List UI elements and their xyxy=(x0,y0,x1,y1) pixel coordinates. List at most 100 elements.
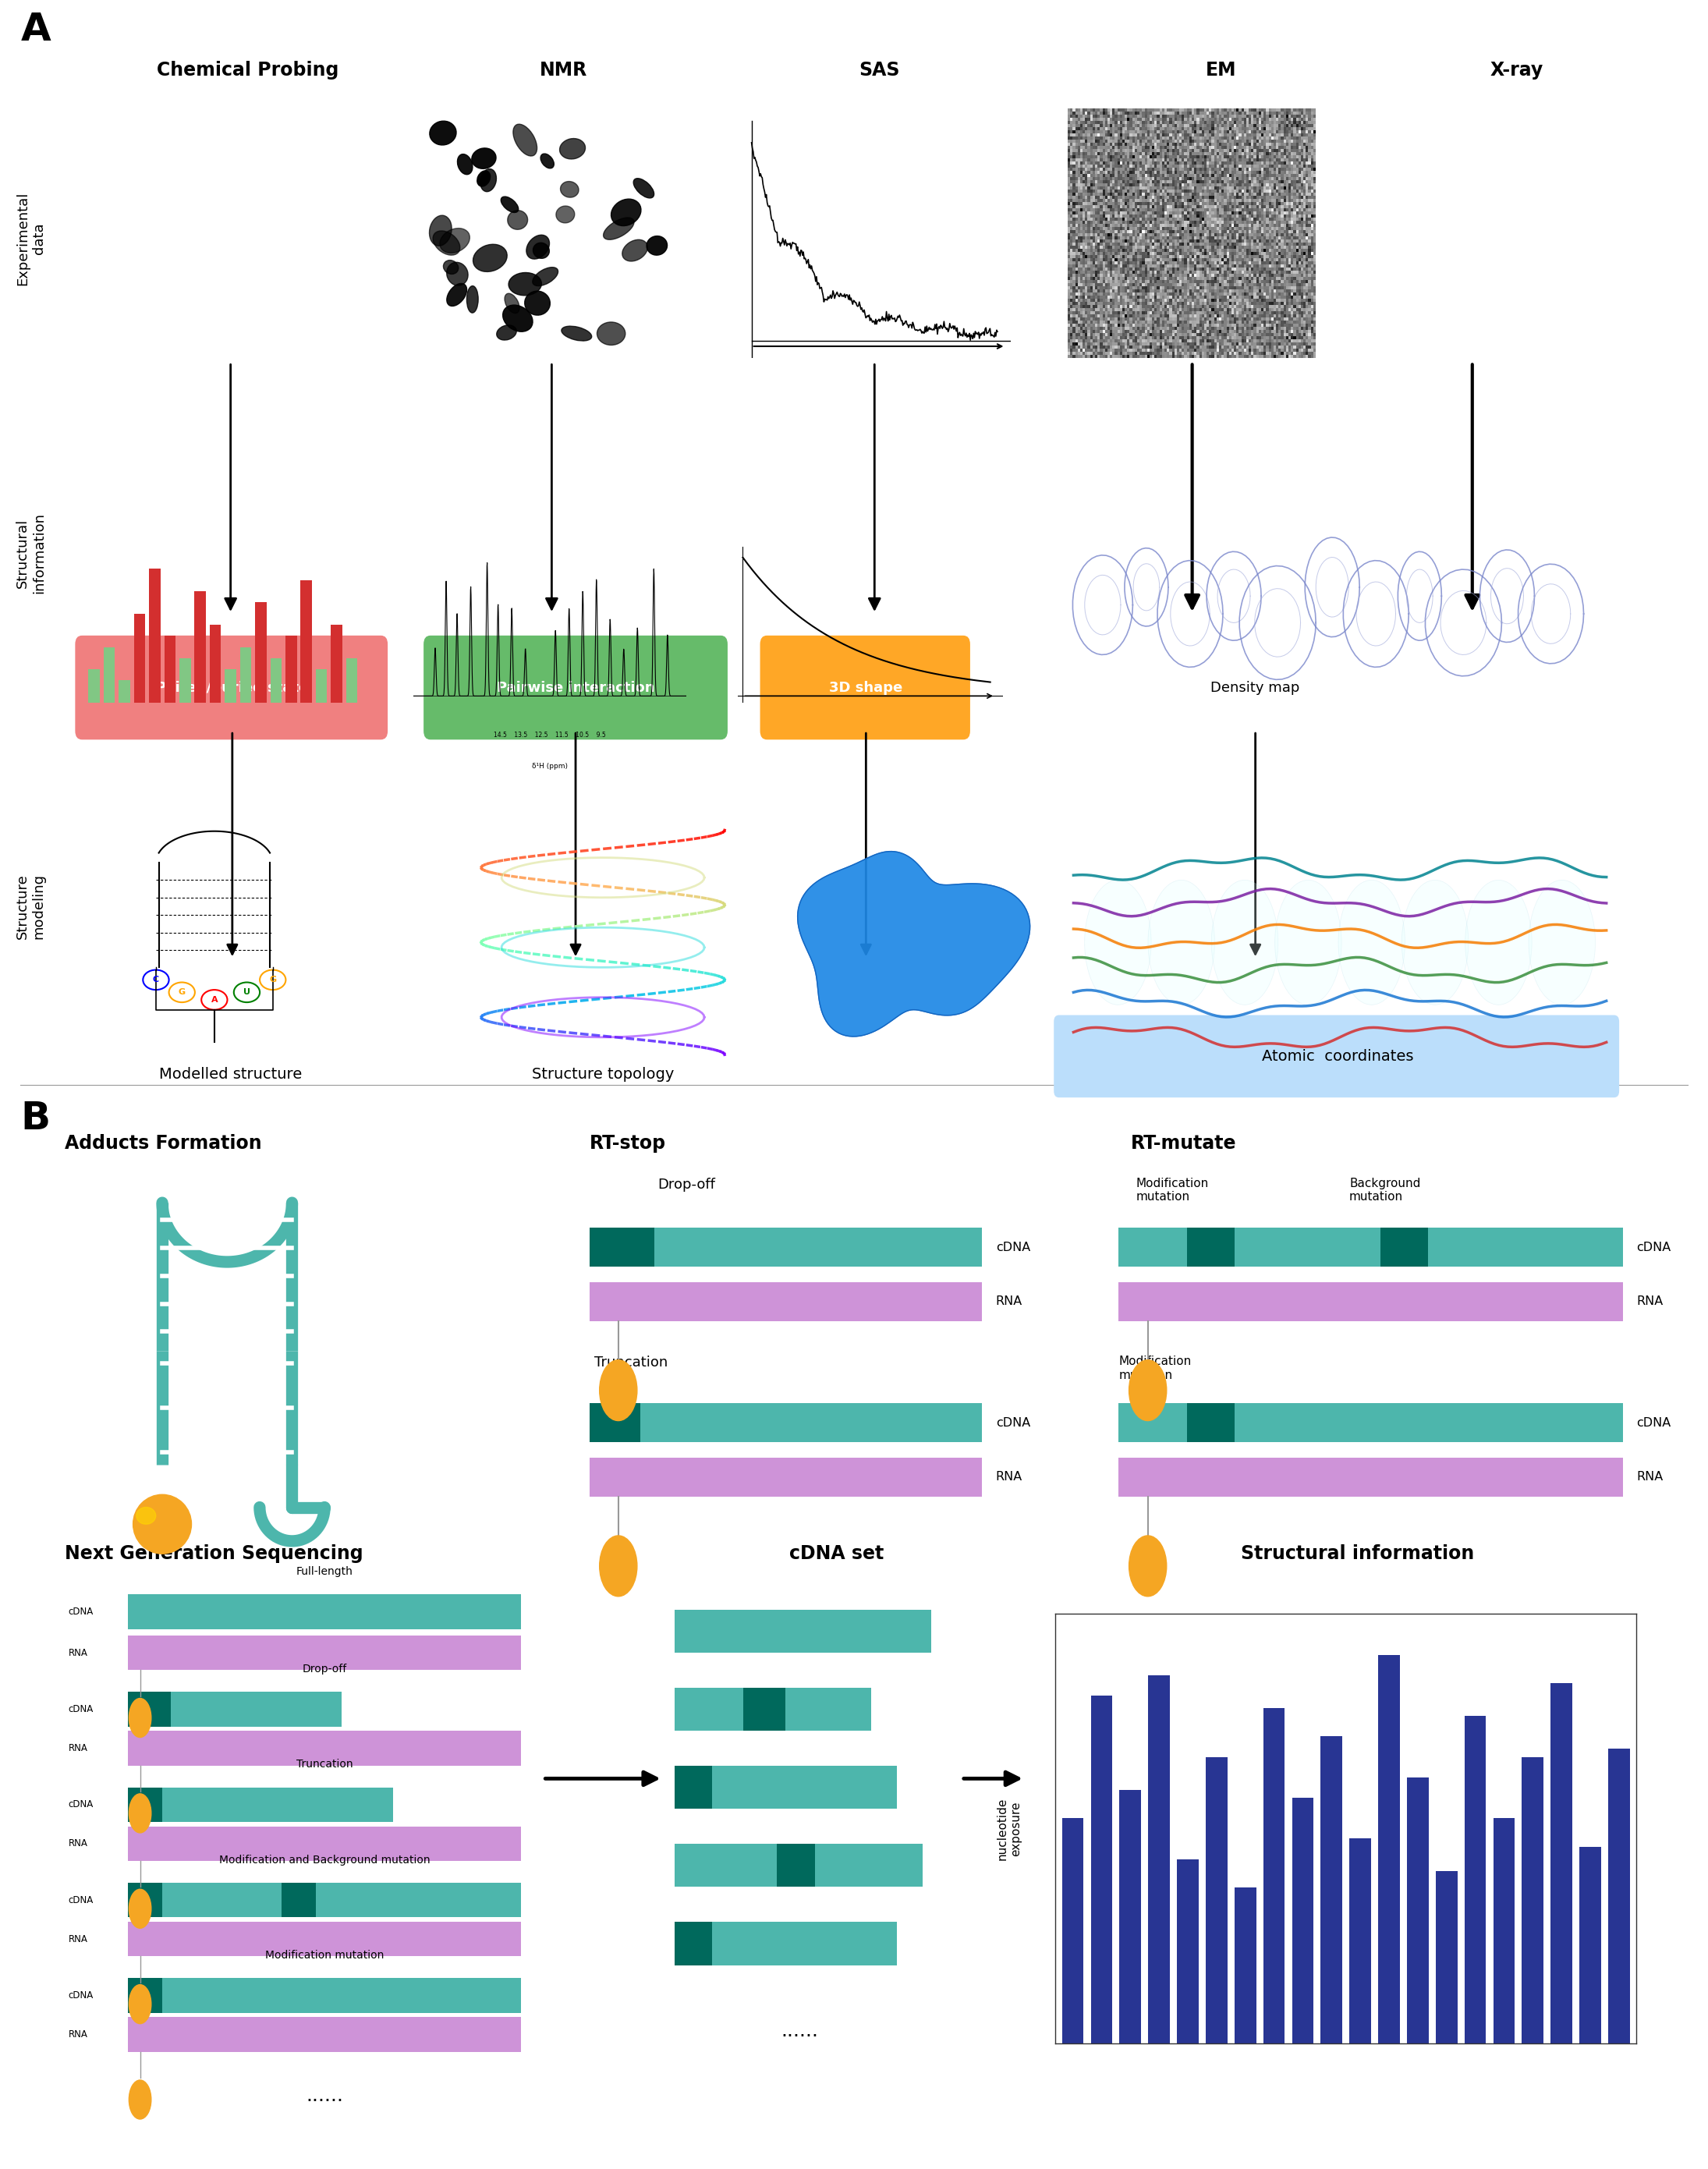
FancyBboxPatch shape xyxy=(675,1922,712,1965)
Text: EM: EM xyxy=(1206,61,1237,80)
Ellipse shape xyxy=(557,206,574,223)
Ellipse shape xyxy=(533,267,559,286)
Bar xyxy=(188,275,260,282)
FancyBboxPatch shape xyxy=(1187,1228,1235,1267)
Bar xyxy=(270,657,282,703)
Ellipse shape xyxy=(622,239,647,260)
Ellipse shape xyxy=(497,325,516,341)
Text: B: B xyxy=(20,1100,50,1137)
Ellipse shape xyxy=(137,1507,155,1525)
Text: Pairwise interaction: Pairwise interaction xyxy=(497,681,654,694)
Text: cDNA: cDNA xyxy=(68,1705,94,1714)
Text: Structure topology: Structure topology xyxy=(531,1067,675,1082)
Text: G: G xyxy=(178,989,186,996)
FancyBboxPatch shape xyxy=(282,1883,316,1917)
Bar xyxy=(195,592,207,703)
FancyBboxPatch shape xyxy=(128,1978,521,2013)
Bar xyxy=(120,681,130,703)
Bar xyxy=(347,657,357,703)
Circle shape xyxy=(234,983,260,1002)
FancyBboxPatch shape xyxy=(128,1692,342,1727)
Bar xyxy=(275,312,348,315)
Bar xyxy=(188,165,260,169)
Bar xyxy=(275,256,348,258)
FancyBboxPatch shape xyxy=(128,1787,393,1822)
Text: SAS: SAS xyxy=(859,61,900,80)
Bar xyxy=(1177,1859,1199,2043)
Text: RNA: RNA xyxy=(996,1295,1023,1308)
Ellipse shape xyxy=(480,169,497,191)
Ellipse shape xyxy=(133,1494,191,1553)
Ellipse shape xyxy=(524,291,550,315)
Bar xyxy=(188,265,260,271)
FancyBboxPatch shape xyxy=(589,1403,982,1442)
Ellipse shape xyxy=(429,215,451,245)
Ellipse shape xyxy=(512,124,536,156)
Text: 3D shape: 3D shape xyxy=(828,681,904,694)
Text: Chemical Probing: Chemical Probing xyxy=(157,61,338,80)
Text: Structural
information: Structural information xyxy=(15,512,46,594)
Text: cDNA: cDNA xyxy=(996,1241,1030,1254)
Text: ......: ...... xyxy=(306,2087,343,2106)
Text: Density map: Density map xyxy=(1211,681,1300,694)
Ellipse shape xyxy=(444,260,458,273)
Text: Experimental
data: Experimental data xyxy=(15,191,46,286)
Ellipse shape xyxy=(1211,881,1278,1004)
Text: Modification
mutation: Modification mutation xyxy=(1136,1178,1209,1204)
FancyBboxPatch shape xyxy=(760,636,970,740)
FancyBboxPatch shape xyxy=(589,1282,982,1321)
FancyBboxPatch shape xyxy=(128,1692,171,1727)
Text: cDNA: cDNA xyxy=(68,1991,94,2000)
Bar xyxy=(1551,1683,1573,2043)
Ellipse shape xyxy=(1339,881,1406,1004)
Bar xyxy=(331,625,342,703)
Bar xyxy=(99,332,173,338)
Bar xyxy=(99,210,173,213)
Bar xyxy=(1091,1696,1112,2043)
Bar xyxy=(99,121,173,124)
Bar xyxy=(188,288,260,293)
Bar xyxy=(1119,1789,1141,2043)
Text: A: A xyxy=(212,996,217,1004)
Ellipse shape xyxy=(130,1698,150,1737)
Text: Drop-off: Drop-off xyxy=(658,1178,716,1191)
Bar xyxy=(179,657,191,703)
Bar xyxy=(239,646,251,703)
FancyBboxPatch shape xyxy=(675,1766,712,1809)
Ellipse shape xyxy=(458,154,473,174)
Bar xyxy=(1291,1798,1313,2043)
Ellipse shape xyxy=(447,284,466,306)
Text: Truncation: Truncation xyxy=(594,1356,668,1369)
Bar xyxy=(99,143,173,145)
Bar xyxy=(188,154,260,158)
Ellipse shape xyxy=(600,1360,637,1421)
Ellipse shape xyxy=(466,286,478,312)
Bar xyxy=(301,579,313,703)
FancyBboxPatch shape xyxy=(128,1731,521,1766)
Ellipse shape xyxy=(473,245,507,271)
Ellipse shape xyxy=(1274,881,1341,1004)
Bar xyxy=(275,301,348,304)
FancyBboxPatch shape xyxy=(777,1844,815,1887)
Bar xyxy=(1609,1748,1629,2043)
FancyBboxPatch shape xyxy=(675,1766,897,1809)
Ellipse shape xyxy=(504,293,519,312)
FancyBboxPatch shape xyxy=(1119,1403,1623,1442)
Text: Modification mutation: Modification mutation xyxy=(265,1950,384,1961)
Text: cDNA: cDNA xyxy=(68,1607,94,1616)
Text: cDNA: cDNA xyxy=(1636,1416,1670,1429)
FancyBboxPatch shape xyxy=(589,1228,982,1267)
Bar xyxy=(188,254,260,260)
Bar xyxy=(1062,1818,1083,2043)
Ellipse shape xyxy=(500,197,519,213)
Bar xyxy=(1235,1887,1255,2043)
Ellipse shape xyxy=(562,325,591,341)
FancyBboxPatch shape xyxy=(128,2017,521,2052)
FancyBboxPatch shape xyxy=(128,1635,521,1670)
Ellipse shape xyxy=(560,139,586,158)
Bar xyxy=(275,332,348,338)
Circle shape xyxy=(143,970,169,989)
Bar xyxy=(275,165,348,169)
Text: RNA: RNA xyxy=(996,1471,1023,1484)
Bar xyxy=(99,232,173,236)
